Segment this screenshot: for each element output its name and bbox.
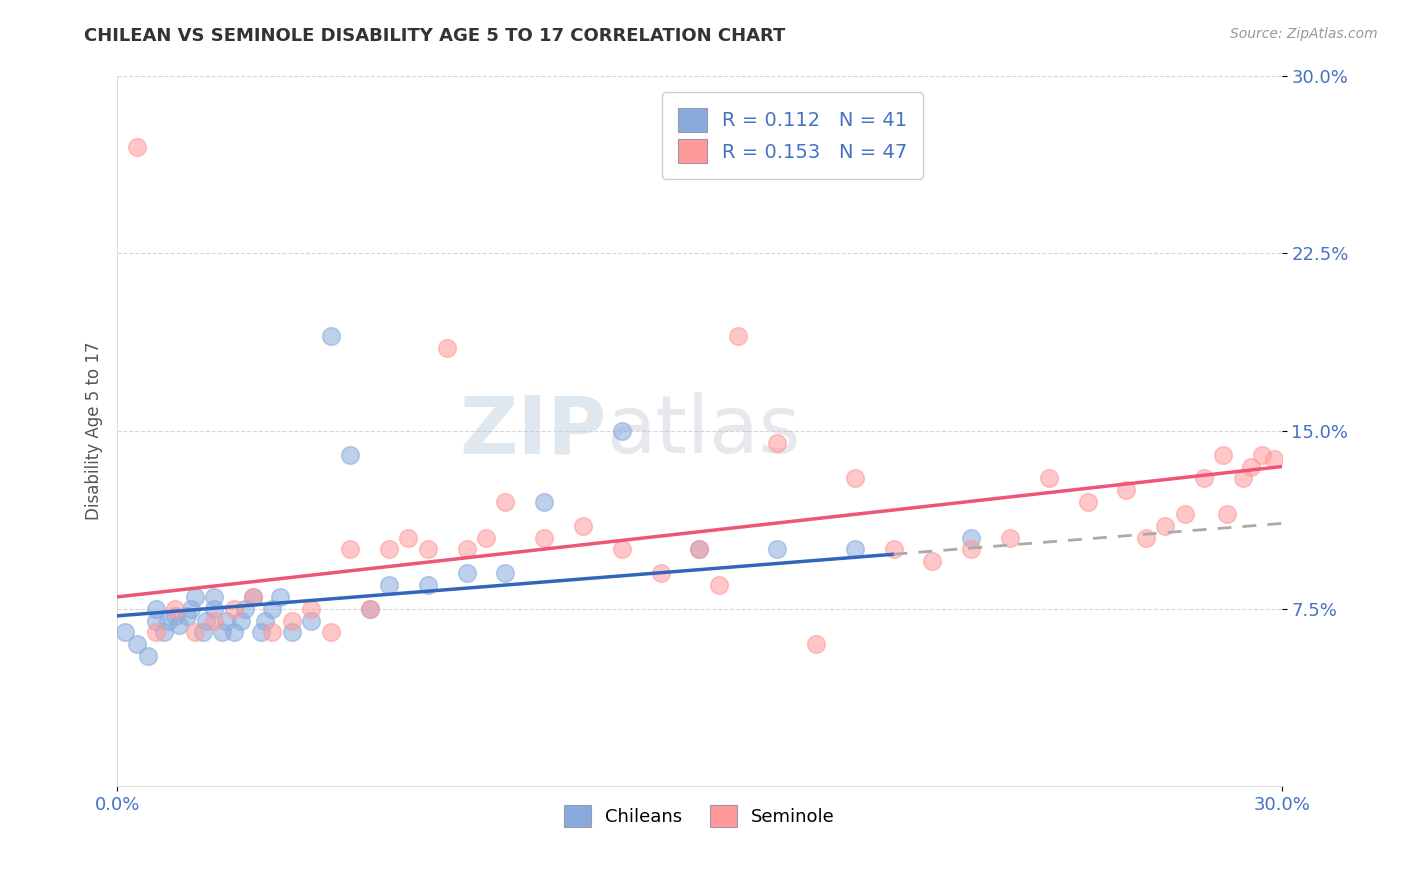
Text: Source: ZipAtlas.com: Source: ZipAtlas.com <box>1230 27 1378 41</box>
Y-axis label: Disability Age 5 to 17: Disability Age 5 to 17 <box>86 342 103 520</box>
Point <box>215 614 238 628</box>
Point <box>202 601 225 615</box>
Point <box>191 625 214 640</box>
Point <box>998 531 1021 545</box>
Point <box>921 554 943 568</box>
Point <box>242 590 264 604</box>
Point <box>299 614 322 628</box>
Point <box>1212 448 1234 462</box>
Legend: Chileans, Seminole: Chileans, Seminole <box>557 797 842 834</box>
Point <box>378 578 401 592</box>
Point <box>269 590 291 604</box>
Point <box>319 625 342 640</box>
Point <box>436 341 458 355</box>
Point <box>456 566 478 581</box>
Point <box>378 542 401 557</box>
Point <box>1174 507 1197 521</box>
Point <box>1240 459 1263 474</box>
Point <box>688 542 710 557</box>
Point <box>145 614 167 628</box>
Point <box>319 329 342 343</box>
Text: ZIP: ZIP <box>458 392 606 470</box>
Point <box>125 139 148 153</box>
Point <box>456 542 478 557</box>
Point <box>1038 471 1060 485</box>
Point <box>727 329 749 343</box>
Point <box>339 448 361 462</box>
Point <box>184 625 207 640</box>
Text: CHILEAN VS SEMINOLE DISABILITY AGE 5 TO 17 CORRELATION CHART: CHILEAN VS SEMINOLE DISABILITY AGE 5 TO … <box>84 27 786 45</box>
Point <box>250 625 273 640</box>
Point <box>165 601 187 615</box>
Point <box>960 542 983 557</box>
Point <box>1135 531 1157 545</box>
Point <box>766 435 789 450</box>
Point <box>1115 483 1137 498</box>
Point <box>233 601 256 615</box>
Point <box>114 625 136 640</box>
Point <box>281 625 304 640</box>
Point <box>688 542 710 557</box>
Point <box>533 531 555 545</box>
Point <box>475 531 498 545</box>
Point <box>262 625 284 640</box>
Point <box>253 614 276 628</box>
Point <box>650 566 672 581</box>
Point <box>180 601 202 615</box>
Point <box>1077 495 1099 509</box>
Point <box>844 471 866 485</box>
Point <box>707 578 730 592</box>
Point <box>222 601 245 615</box>
Point <box>222 625 245 640</box>
Point <box>281 614 304 628</box>
Point <box>136 649 159 664</box>
Point <box>610 542 633 557</box>
Point <box>804 637 827 651</box>
Point <box>184 590 207 604</box>
Point <box>1216 507 1239 521</box>
Point <box>156 614 179 628</box>
Point <box>844 542 866 557</box>
Point <box>165 608 187 623</box>
Point <box>494 566 516 581</box>
Point <box>262 601 284 615</box>
Point <box>211 625 233 640</box>
Point <box>195 614 218 628</box>
Point <box>960 531 983 545</box>
Point <box>416 578 439 592</box>
Point <box>416 542 439 557</box>
Point <box>176 608 198 623</box>
Point <box>1251 448 1274 462</box>
Point <box>1154 518 1177 533</box>
Point <box>610 424 633 438</box>
Point <box>299 601 322 615</box>
Point <box>572 518 595 533</box>
Point <box>339 542 361 557</box>
Point <box>202 614 225 628</box>
Point <box>145 625 167 640</box>
Point <box>396 531 419 545</box>
Point <box>533 495 555 509</box>
Point <box>1232 471 1254 485</box>
Point <box>359 601 381 615</box>
Point <box>152 625 174 640</box>
Point <box>494 495 516 509</box>
Point <box>169 618 191 632</box>
Point <box>242 590 264 604</box>
Text: atlas: atlas <box>606 392 800 470</box>
Point <box>145 601 167 615</box>
Point <box>202 590 225 604</box>
Point <box>359 601 381 615</box>
Point <box>1263 452 1285 467</box>
Point <box>883 542 905 557</box>
Point <box>1192 471 1215 485</box>
Point <box>125 637 148 651</box>
Point <box>231 614 253 628</box>
Point <box>766 542 789 557</box>
